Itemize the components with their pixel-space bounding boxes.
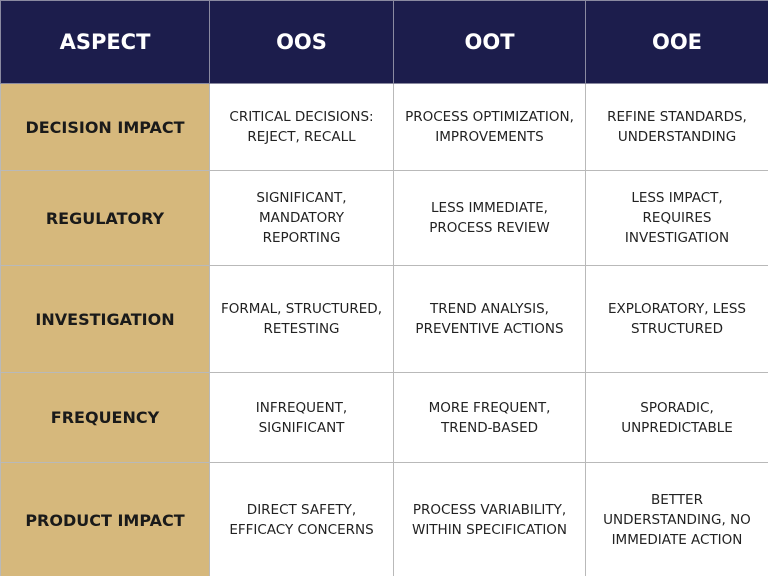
cell-line: RETESTING [263, 321, 340, 337]
cell-line: EXPLORATORY, LESS [607, 301, 746, 317]
cell-line: STRUCTURED [631, 321, 723, 337]
aspect-cell: DECISION IMPACT [0, 83, 210, 171]
cell-line: LESS IMPACT, [631, 190, 723, 206]
cell-line: INFREQUENT, [255, 399, 348, 416]
cell-line: WITHIN SPECIFICATION [411, 522, 568, 538]
table-row: FREQUENCY INFREQUENT, SIGNIFICANT MORE FREQ… [0, 372, 768, 463]
table-cell: DIRECT SAFETY, EFFICACY CONCERNS [209, 462, 394, 576]
cell-line: UNDERSTANDING [617, 129, 737, 145]
table-cell: REFINE STANDARDS, UNDERSTANDING [585, 83, 768, 171]
table-row: DECISION IMPACT CRITICAL DECISIONS: REJECT… [0, 83, 768, 171]
cell-line: SIGNIFICANT, [256, 190, 347, 206]
table-body: DECISION IMPACT CRITICAL DECISIONS: REJECT… [0, 83, 768, 576]
cell-line: TREND ANALYSIS, [430, 301, 549, 317]
cell-line: SIGNIFICANT [258, 419, 345, 436]
table-row: PRODUCT IMPACT DIRECT SAFETY, EFFICACY CON… [0, 462, 768, 576]
cell-line: BETTER [651, 492, 703, 508]
cell-line: PROCESS VARIABILITY, [412, 502, 567, 518]
header-row: ASPECT OOS OOT OOE [0, 0, 768, 84]
table-cell: CRITICAL DECISIONS: REJECT, RECALL [209, 83, 394, 171]
cell-line: UNPREDICTABLE [621, 419, 733, 436]
table-row: INVESTIGATION FORMAL, STRUCTURED, RETESTIN… [0, 265, 768, 373]
cell-line: REQUIRES [642, 210, 712, 226]
cell-line: EFFICACY CONCERNS [229, 522, 374, 538]
cell-line: REJECT, RECALL [247, 129, 356, 145]
cell-line: FORMAL, STRUCTURED, [221, 301, 382, 317]
cell-line: UNDERSTANDING, NO [603, 512, 751, 528]
cell-line: INVESTIGATION [624, 230, 730, 246]
header-cell: OOS [209, 0, 394, 84]
cell-line: CRITICAL DECISIONS: [229, 109, 374, 125]
table-row: REGULATORY SIGNIFICANT, MANDATORY REPORTING… [0, 170, 768, 266]
cell-line: MORE FREQUENT, [428, 399, 551, 416]
cell-line: MANDATORY [259, 210, 344, 226]
cell-line: IMPROVEMENTS [435, 129, 544, 145]
cell-line: REPORTING [262, 230, 341, 246]
cell-line: DIRECT SAFETY, [246, 502, 357, 518]
aspect-cell: REGULATORY [0, 170, 210, 266]
cell-line: LESS IMMEDIATE, [431, 200, 548, 216]
cell-line: PROCESS REVIEW [429, 220, 550, 236]
table-cell: MORE FREQUENT, TREND-BASED [393, 372, 586, 463]
aspect-cell: PRODUCT IMPACT [0, 462, 210, 576]
header-cell: OOT [393, 0, 586, 84]
cell-line: PROCESS OPTIMIZATION, [405, 109, 574, 125]
table-cell: SIGNIFICANT, MANDATORY REPORTING [209, 170, 394, 266]
table-cell: SPORADIC, UNPREDICTABLE [585, 372, 768, 463]
cell-line: IMMEDIATE ACTION [611, 532, 743, 548]
table-cell: TREND ANALYSIS, PREVENTIVE ACTIONS [393, 265, 586, 373]
cell-line: PREVENTIVE ACTIONS [415, 321, 564, 337]
table-cell: PROCESS VARIABILITY, WITHIN SPECIFICATION [393, 462, 586, 576]
table-cell: INFREQUENT, SIGNIFICANT [209, 372, 394, 463]
aspect-cell: INVESTIGATION [0, 265, 210, 373]
cell-line: TREND-BASED [440, 419, 539, 436]
cell-line: REFINE STANDARDS, [607, 109, 747, 125]
table-cell: PROCESS OPTIMIZATION, IMPROVEMENTS [393, 83, 586, 171]
cell-line: SPORADIC, [640, 399, 714, 416]
table-cell: FORMAL, STRUCTURED, RETESTING [209, 265, 394, 373]
header-cell: ASPECT [0, 0, 210, 84]
table-cell: LESS IMPACT, REQUIRES INVESTIGATION [585, 170, 768, 266]
table-cell: LESS IMMEDIATE, PROCESS REVIEW [393, 170, 586, 266]
header-cell: OOE [585, 0, 768, 84]
table-cell: EXPLORATORY, LESS STRUCTURED [585, 265, 768, 373]
aspect-cell: FREQUENCY [0, 372, 210, 463]
table-cell: BETTER UNDERSTANDING, NO IMMEDIATE ACTION [585, 462, 768, 576]
